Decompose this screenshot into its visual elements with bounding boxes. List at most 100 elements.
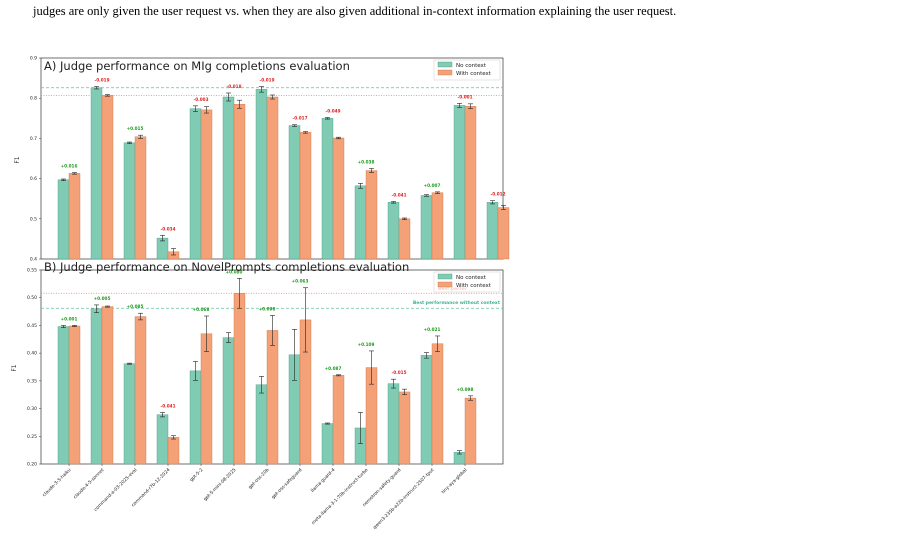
bar-with-context xyxy=(497,207,510,260)
y-tick-label: 0.40 xyxy=(27,351,37,357)
panel-b-chart: +0.001 +0.005 +0.085 -0.041 +0.068 +0.080 +0.0… xyxy=(11,260,504,531)
bar-with-context xyxy=(200,333,213,465)
bar-with-context xyxy=(266,96,279,260)
panel-b-legend: No context With context xyxy=(433,271,501,293)
y-tick-label: 0.30 xyxy=(27,406,37,412)
delta-label: +0.015 xyxy=(127,126,144,131)
x-tick-label: llama-guard-4 xyxy=(310,467,337,494)
bar-no-context xyxy=(189,108,202,260)
bar-no-context xyxy=(90,308,103,465)
figure-caption: judges are only given the user request v… xyxy=(33,4,677,18)
bar-with-context xyxy=(200,109,213,260)
delta-label: -0.001 xyxy=(458,94,473,99)
bar-no-context xyxy=(255,384,268,465)
delta-label: -0.041 xyxy=(161,403,176,408)
bar-with-context xyxy=(134,316,147,465)
delta-label: -0.017 xyxy=(293,116,308,121)
bar-no-context xyxy=(57,326,70,465)
bar-no-context xyxy=(123,363,136,465)
delta-label: +0.087 xyxy=(325,366,342,371)
bar-no-context xyxy=(189,370,202,465)
legend-label-with-context: With context xyxy=(456,71,492,77)
x-tick-label: claude-4-5-sonnet xyxy=(72,467,105,500)
x-tick-label: gpt-oss-20b xyxy=(247,467,270,490)
bar-with-context xyxy=(134,136,147,260)
bar-with-context xyxy=(332,375,345,465)
panel-b-ylabel: F1 xyxy=(11,364,18,371)
bar-with-context xyxy=(398,391,411,465)
best-without-context-label: Best performance without context xyxy=(413,300,501,306)
delta-label: +0.007 xyxy=(424,183,441,188)
delta-label: +0.085 xyxy=(127,304,144,309)
bar-no-context xyxy=(57,179,70,260)
bar-no-context xyxy=(354,185,367,260)
delta-label: -0.018 xyxy=(227,84,242,89)
x-tick-label: gpt-5-2 xyxy=(189,467,205,483)
y-tick-label: 0.7 xyxy=(30,136,37,142)
delta-label: +0.063 xyxy=(292,279,309,284)
x-tick-label: qwen3-235b-a22b-instruct-2507-tput xyxy=(372,467,436,531)
legend-label-no-context: No context xyxy=(456,63,487,69)
panel-a-ylabel: F1 xyxy=(14,156,21,163)
bar-no-context xyxy=(222,96,235,260)
bar-with-context xyxy=(68,325,81,465)
bar-no-context xyxy=(123,142,136,260)
legend-label-with-context: With context xyxy=(456,283,492,289)
bar-with-context xyxy=(464,397,477,465)
y-tick-label: 0.50 xyxy=(27,295,37,301)
delta-label: -0.049 xyxy=(326,108,341,113)
x-tick-label: gpt-oss-safeguard xyxy=(270,467,303,500)
bar-no-context xyxy=(321,118,334,260)
bar-with-context xyxy=(431,343,444,465)
bar-no-context xyxy=(222,337,235,465)
legend-swatch-no-context xyxy=(437,61,453,68)
bar-with-context xyxy=(299,132,312,260)
bar-no-context xyxy=(420,195,433,260)
bar-with-context xyxy=(101,306,114,465)
y-tick-label: 0.45 xyxy=(27,323,37,329)
y-tick-label: 0.25 xyxy=(27,434,37,440)
x-tick-label: gpt-5-mini-08-2025 xyxy=(202,467,237,502)
bar-with-context xyxy=(233,293,246,465)
y-tick-label: 0.5 xyxy=(30,216,37,222)
panel-a-title: A) Judge performance on MIg completions … xyxy=(44,59,350,73)
y-tick-label: 0.35 xyxy=(27,378,37,384)
delta-label: +0.098 xyxy=(457,387,474,392)
delta-label: -0.012 xyxy=(491,192,506,197)
bar-no-context xyxy=(288,125,301,260)
delta-label: +0.016 xyxy=(61,164,78,169)
y-tick-label: 0.4 xyxy=(30,257,37,263)
delta-label: +0.109 xyxy=(358,342,375,347)
bar-no-context xyxy=(387,383,400,465)
delta-label: +0.068 xyxy=(193,307,210,312)
bar-no-context xyxy=(486,202,499,260)
legend-label-no-context: No context xyxy=(456,275,487,281)
bar-no-context xyxy=(387,202,400,260)
bar-no-context xyxy=(156,237,169,260)
bar-no-context xyxy=(90,87,103,260)
delta-label: -0.041 xyxy=(392,193,407,198)
delta-label: -0.003 xyxy=(194,97,209,102)
bar-with-context xyxy=(167,437,180,465)
x-tick-label: claude-3-5-haiku xyxy=(41,467,72,498)
delta-label: +0.021 xyxy=(424,327,441,332)
delta-label: +0.005 xyxy=(94,296,111,301)
bar-with-context xyxy=(233,104,246,260)
bar-no-context xyxy=(255,89,268,260)
panel-a-legend: No context With context xyxy=(433,59,501,81)
y-tick-label: 0.9 xyxy=(30,56,37,62)
legend-swatch-with-context xyxy=(437,281,453,288)
delta-label: -0.015 xyxy=(392,370,407,375)
bar-with-context xyxy=(464,106,477,260)
panel-b-title: B) Judge performance on NovelPrompts com… xyxy=(44,260,409,274)
y-tick-label: 0.20 xyxy=(27,462,37,468)
y-tick-label: 0.8 xyxy=(30,96,37,102)
legend-swatch-no-context xyxy=(437,273,453,280)
y-tick-label: 0.55 xyxy=(27,268,37,274)
bar-with-context xyxy=(431,192,444,260)
delta-label: +0.080 xyxy=(226,269,243,274)
x-tick-label: meta-llama-3-1-70b-instruct-turbo xyxy=(310,467,369,526)
bar-no-context xyxy=(321,423,334,465)
x-tick-label: tiny-aya-global xyxy=(440,467,468,495)
